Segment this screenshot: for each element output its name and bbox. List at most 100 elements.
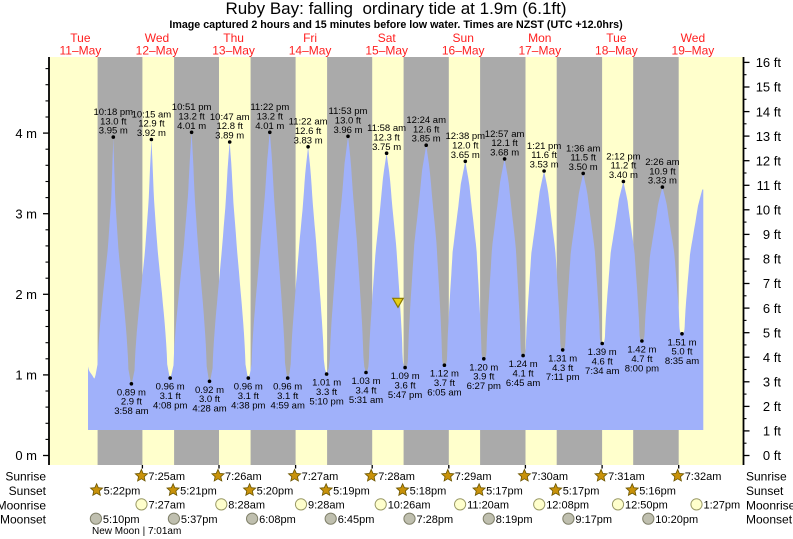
svg-text:3.53 m: 3.53 m xyxy=(530,160,559,171)
svg-text:11:53 pm: 11:53 pm xyxy=(329,106,368,117)
svg-text:12:24 am: 12:24 am xyxy=(406,115,446,126)
svg-text:3.68 m: 3.68 m xyxy=(490,147,519,158)
svg-text:3.40 m: 3.40 m xyxy=(609,170,638,181)
svg-text:5:10 pm: 5:10 pm xyxy=(309,396,343,407)
svg-text:2.9 ft: 2.9 ft xyxy=(121,397,142,408)
svg-text:6:27 pm: 6:27 pm xyxy=(467,381,501,392)
svg-text:4.01 m: 4.01 m xyxy=(255,121,284,132)
svg-text:13.0 ft: 13.0 ft xyxy=(100,116,127,127)
svg-text:7:31am: 7:31am xyxy=(608,471,645,483)
svg-text:1:36 am: 1:36 am xyxy=(566,143,600,154)
svg-text:3.50 m: 3.50 m xyxy=(569,162,598,173)
svg-text:5:47 pm: 5:47 pm xyxy=(388,390,422,401)
svg-text:7:29am: 7:29am xyxy=(455,471,492,483)
svg-text:1 m: 1 m xyxy=(15,368,37,383)
svg-text:Sunrise: Sunrise xyxy=(746,470,787,484)
svg-text:3.1 ft: 3.1 ft xyxy=(160,391,181,402)
svg-text:18–May: 18–May xyxy=(595,44,638,58)
svg-text:12:50pm: 12:50pm xyxy=(625,500,668,512)
svg-text:7:26am: 7:26am xyxy=(225,471,262,483)
svg-text:5:37pm: 5:37pm xyxy=(181,514,218,526)
svg-text:12.0 ft: 12.0 ft xyxy=(452,141,479,152)
svg-text:3.85 m: 3.85 m xyxy=(412,134,441,145)
svg-text:3.3 ft: 3.3 ft xyxy=(316,387,337,398)
svg-text:6 ft: 6 ft xyxy=(763,301,781,316)
svg-text:5:17pm: 5:17pm xyxy=(486,485,523,497)
svg-text:5.0 ft: 5.0 ft xyxy=(671,347,692,358)
svg-text:Sun: Sun xyxy=(453,31,474,45)
svg-text:11 ft: 11 ft xyxy=(757,178,782,193)
svg-text:7:28am: 7:28am xyxy=(378,471,415,483)
svg-text:13.2 ft: 13.2 ft xyxy=(178,112,205,123)
svg-text:1.24 m: 1.24 m xyxy=(509,359,538,370)
svg-text:1.09 m: 1.09 m xyxy=(391,371,420,382)
svg-text:12–May: 12–May xyxy=(136,44,179,58)
svg-text:15 ft: 15 ft xyxy=(756,80,782,95)
svg-text:11.2 ft: 11.2 ft xyxy=(611,161,637,172)
svg-text:Wed: Wed xyxy=(145,31,169,45)
svg-text:12.3 ft: 12.3 ft xyxy=(373,132,400,143)
svg-text:15–May: 15–May xyxy=(365,44,408,58)
svg-text:7 ft: 7 ft xyxy=(763,276,781,291)
svg-text:8:00 pm: 8:00 pm xyxy=(625,363,659,374)
svg-text:10:15 am: 10:15 am xyxy=(132,109,172,120)
svg-text:1.01 m: 1.01 m xyxy=(312,378,341,389)
svg-text:4.6 ft: 4.6 ft xyxy=(592,356,613,367)
svg-text:3.7 ft: 3.7 ft xyxy=(434,378,455,389)
svg-text:Sat: Sat xyxy=(378,31,397,45)
svg-text:Moonrise: Moonrise xyxy=(0,498,46,512)
svg-text:5 ft: 5 ft xyxy=(763,325,781,340)
svg-text:1:27pm: 1:27pm xyxy=(704,500,741,512)
svg-text:3.1 ft: 3.1 ft xyxy=(238,391,259,402)
svg-text:12 ft: 12 ft xyxy=(756,153,782,168)
svg-text:Moonset: Moonset xyxy=(0,513,47,527)
svg-text:16–May: 16–May xyxy=(442,44,485,58)
svg-text:13 ft: 13 ft xyxy=(756,129,782,144)
svg-text:16 ft: 16 ft xyxy=(756,55,782,70)
svg-text:13.2 ft: 13.2 ft xyxy=(257,112,284,123)
svg-text:0 m: 0 m xyxy=(15,448,37,463)
svg-text:10:51 pm: 10:51 pm xyxy=(172,102,212,113)
svg-text:Tue: Tue xyxy=(70,31,91,45)
svg-text:1.20 m: 1.20 m xyxy=(469,362,498,373)
svg-text:10 ft: 10 ft xyxy=(756,203,782,218)
svg-text:4:38 pm: 4:38 pm xyxy=(231,400,265,411)
svg-text:3.65 m: 3.65 m xyxy=(451,150,480,161)
svg-text:0.96 m: 0.96 m xyxy=(234,382,263,393)
svg-text:11.5 ft: 11.5 ft xyxy=(570,153,596,164)
svg-text:12.6 ft: 12.6 ft xyxy=(295,126,322,137)
svg-text:11:58 am: 11:58 am xyxy=(367,123,406,134)
svg-text:4 m: 4 m xyxy=(15,126,37,141)
svg-text:0 ft: 0 ft xyxy=(763,448,781,463)
svg-text:9:17pm: 9:17pm xyxy=(575,514,612,526)
svg-text:Image captured 2 hours and 15: Image captured 2 hours and 15 minutes be… xyxy=(169,19,623,31)
svg-text:3:58 am: 3:58 am xyxy=(114,406,148,417)
svg-text:Moonrise: Moonrise xyxy=(746,498,793,512)
svg-text:10:20pm: 10:20pm xyxy=(655,514,698,526)
svg-text:5:18pm: 5:18pm xyxy=(410,485,447,497)
svg-text:5:17pm: 5:17pm xyxy=(563,485,600,497)
svg-text:12:38 pm: 12:38 pm xyxy=(445,131,485,142)
svg-text:4.7 ft: 4.7 ft xyxy=(631,354,652,365)
svg-text:1.42 m: 1.42 m xyxy=(627,345,656,356)
svg-text:Thu: Thu xyxy=(223,31,244,45)
svg-text:13.0 ft: 13.0 ft xyxy=(335,116,362,127)
svg-text:7:27am: 7:27am xyxy=(302,471,339,483)
svg-text:3.75 m: 3.75 m xyxy=(372,142,401,153)
svg-text:9 ft: 9 ft xyxy=(763,227,781,242)
svg-text:11–May: 11–May xyxy=(59,44,101,58)
svg-text:8:28am: 8:28am xyxy=(228,500,265,512)
svg-text:0.89 m: 0.89 m xyxy=(117,387,146,398)
svg-text:Moonset: Moonset xyxy=(746,513,793,527)
svg-text:Mon: Mon xyxy=(528,31,551,45)
svg-text:Ruby Bay: falling ordinary ti: Ruby Bay: falling ordinary tide at 1.9m … xyxy=(225,0,566,18)
svg-text:13–May: 13–May xyxy=(212,44,255,58)
svg-text:3.0 ft: 3.0 ft xyxy=(199,394,220,405)
svg-text:3 m: 3 m xyxy=(15,206,37,221)
svg-text:Sunset: Sunset xyxy=(746,484,784,498)
svg-text:3.4 ft: 3.4 ft xyxy=(355,385,376,396)
svg-text:1.39 m: 1.39 m xyxy=(588,347,617,358)
svg-text:5:19pm: 5:19pm xyxy=(333,485,370,497)
svg-text:1.12 m: 1.12 m xyxy=(430,369,459,380)
svg-text:11:22 pm: 11:22 pm xyxy=(250,102,289,113)
